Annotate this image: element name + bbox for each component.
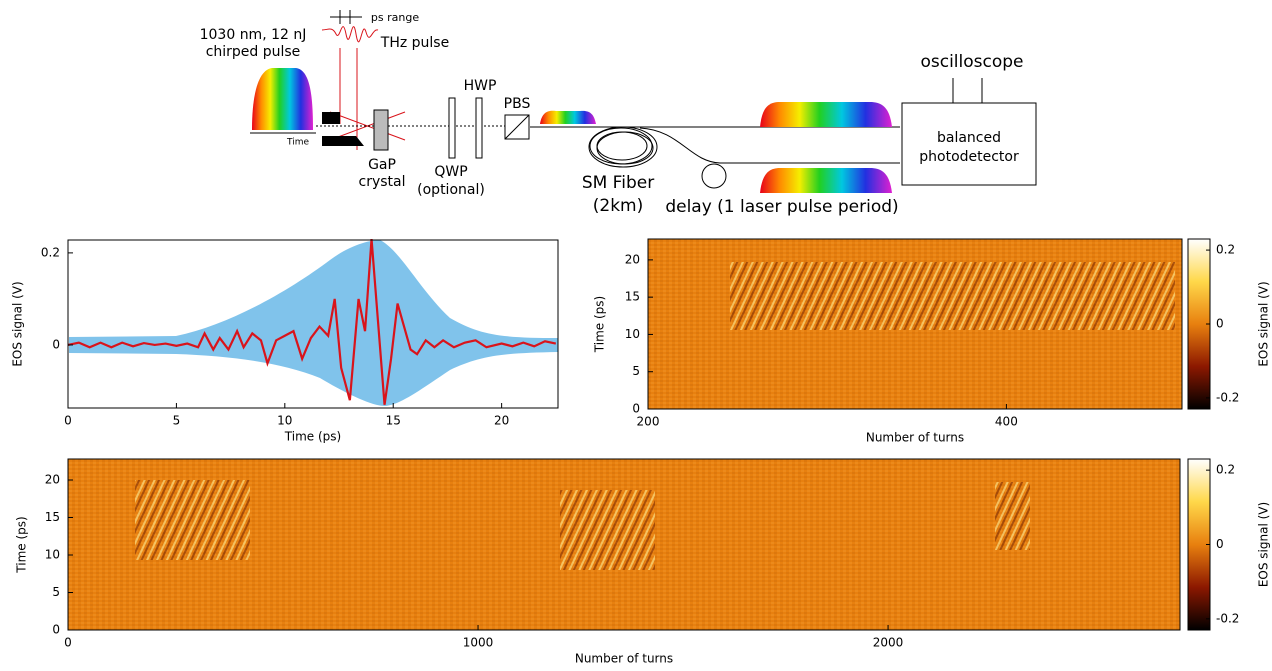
pbs <box>504 114 530 140</box>
y-tick-label: 10 <box>45 548 60 562</box>
detector <box>901 102 1037 186</box>
x-tick-label: 5 <box>173 414 181 428</box>
plot-frame <box>67 458 1181 631</box>
trace-ensemble <box>69 240 558 406</box>
y-tick-label: 0 <box>52 337 60 351</box>
label: 1030 nm, 12 nJ <box>200 27 307 43</box>
x-axis-label: Number of turns <box>866 431 964 445</box>
mirror <box>322 136 364 146</box>
heatmap-texture <box>135 480 250 560</box>
label: GaP <box>368 157 396 173</box>
label: balanced <box>937 130 1001 146</box>
y-tick-label: 20 <box>45 473 60 487</box>
heatmap-texture <box>995 482 1030 550</box>
chirped-spectrum <box>252 68 313 130</box>
label: photodetector <box>919 149 1019 165</box>
y-tick-label: 20 <box>625 252 640 266</box>
x-axis-label: Time (ps) <box>284 430 341 444</box>
waveplate <box>475 97 483 159</box>
y-tick-label: 0 <box>52 623 60 637</box>
label: oscilloscope <box>920 52 1023 72</box>
mirror <box>322 112 340 124</box>
label: HWP <box>464 78 497 94</box>
beam <box>329 111 406 141</box>
spectrum <box>540 110 596 124</box>
label: SM Fiber <box>582 173 654 193</box>
label: delay (1 laser pulse period) <box>665 197 898 217</box>
colorbar-label: EOS signal (V) <box>1257 281 1271 366</box>
heatmap-texture <box>730 262 1175 330</box>
spectrum <box>760 168 892 193</box>
label: QWP <box>434 164 467 180</box>
heatmap-texture <box>560 490 655 570</box>
plot-frame <box>67 239 559 409</box>
spectrum <box>760 102 892 127</box>
colorbar-tick-label: 0.2 <box>1216 463 1235 477</box>
thz-pulse <box>321 26 379 43</box>
x-tick-label: 15 <box>386 414 401 428</box>
label: PBS <box>504 96 531 112</box>
y-tick-label: 15 <box>625 290 640 304</box>
y-axis-label: Time (ps) <box>593 296 607 353</box>
label: ps range <box>371 11 419 24</box>
x-tick-label: 200 <box>637 415 660 429</box>
x-tick-label: 1000 <box>463 636 494 650</box>
y-tick-label: 0.2 <box>41 245 60 259</box>
y-tick-label: 10 <box>625 327 640 341</box>
colorbar-label: EOS signal (V) <box>1257 502 1271 587</box>
waveplate <box>448 97 456 159</box>
label: (optional) <box>417 182 485 198</box>
x-tick-label: 400 <box>995 415 1018 429</box>
x-tick-label: 10 <box>277 414 292 428</box>
plot-frame <box>647 238 1183 410</box>
y-tick-label: 5 <box>52 585 60 599</box>
setup-diagram: 1030 nm, 12 nJ chirped pulse Time ps ran… <box>200 10 1037 217</box>
label: chirped pulse <box>206 44 301 60</box>
x-tick-label: 20 <box>494 414 509 428</box>
crystal <box>373 109 389 151</box>
x-tick-label: 0 <box>64 636 72 650</box>
colorbar-tick-label: 0 <box>1216 317 1224 331</box>
x-tick-label: 0 <box>64 414 72 428</box>
x-axis-label: Number of turns <box>575 652 673 666</box>
colorbar-tick-label: 0.2 <box>1216 243 1235 257</box>
y-axis-label: Time (ps) <box>15 516 29 573</box>
label: crystal <box>359 174 406 190</box>
colorbar-tick-label: -0.2 <box>1216 611 1239 625</box>
line <box>67 238 557 405</box>
y-tick-label: 15 <box>45 510 60 524</box>
colorbar-tick-label: 0 <box>1216 537 1224 551</box>
y-tick-label: 5 <box>632 364 640 378</box>
colorbar-tick-label: -0.2 <box>1216 390 1239 404</box>
y-axis-label: EOS signal (V) <box>11 281 25 366</box>
label: THz pulse <box>380 35 449 51</box>
label: (2km) <box>593 196 644 216</box>
x-tick-label: 2000 <box>873 636 904 650</box>
label: Time <box>286 138 309 148</box>
y-tick-label: 0 <box>632 402 640 416</box>
